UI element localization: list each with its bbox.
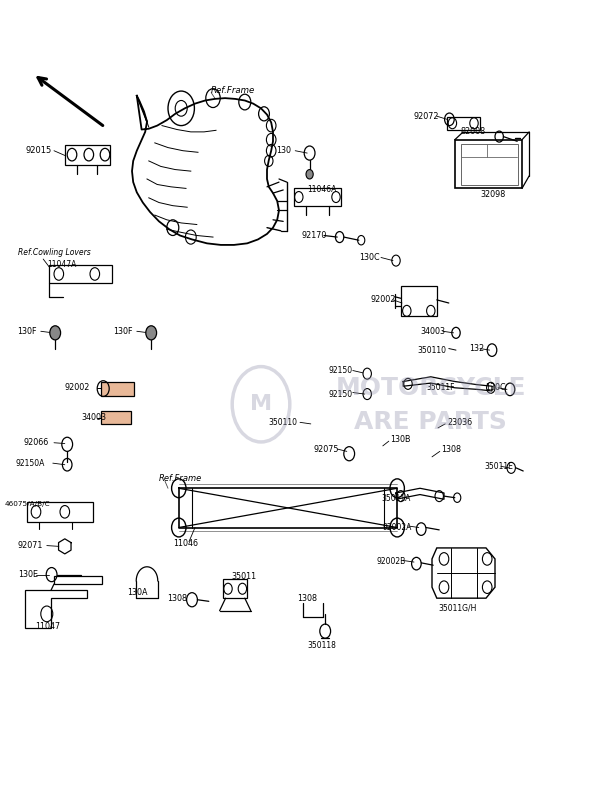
Circle shape [50, 326, 61, 340]
Circle shape [306, 170, 313, 179]
Bar [54, 576, 102, 584]
Text: 32098: 32098 [480, 190, 505, 199]
Text: 1308: 1308 [441, 444, 461, 454]
Text: 92150A: 92150A [15, 458, 44, 468]
Bar [461, 144, 518, 185]
Text: 11046: 11046 [173, 539, 198, 548]
Text: 11046A: 11046A [307, 185, 337, 195]
Text: Ref.Frame: Ref.Frame [211, 86, 256, 95]
Text: 34003: 34003 [81, 413, 106, 422]
Text: 92002: 92002 [371, 295, 396, 305]
Text: 132: 132 [469, 344, 484, 353]
Text: 130C: 130C [359, 253, 379, 262]
Text: 92002: 92002 [65, 383, 90, 392]
Text: 130F: 130F [113, 327, 133, 336]
Text: 350110: 350110 [417, 345, 446, 355]
Text: 23036: 23036 [447, 418, 472, 427]
Bar [447, 117, 480, 130]
Text: Ref.Frame: Ref.Frame [159, 474, 202, 484]
Bar [294, 188, 341, 206]
Text: 92150: 92150 [329, 366, 353, 375]
Bar [101, 382, 134, 396]
Bar [455, 140, 522, 188]
Text: Ref.Cowling Lovers: Ref.Cowling Lovers [18, 248, 91, 257]
Text: 92015: 92015 [25, 146, 52, 155]
Text: 35011E: 35011E [485, 462, 514, 471]
Text: 92002B: 92002B [377, 557, 406, 566]
Text: 92075: 92075 [313, 444, 338, 454]
Text: 130: 130 [276, 146, 291, 155]
Text: 35011G/H: 35011G/H [438, 604, 476, 613]
Text: 130C: 130C [485, 383, 505, 392]
Text: 92072: 92072 [414, 111, 439, 121]
Text: 130F: 130F [17, 327, 36, 336]
Text: 92170: 92170 [301, 231, 326, 240]
Bar [65, 145, 110, 165]
Text: 35011F: 35011F [426, 383, 455, 392]
Text: 350110: 350110 [269, 418, 298, 427]
Text: 92002A: 92002A [383, 523, 412, 532]
Text: 92150: 92150 [329, 389, 353, 399]
Text: 350118: 350118 [307, 641, 336, 650]
Text: M: M [250, 394, 272, 414]
Bar [223, 579, 247, 598]
Bar [49, 265, 112, 283]
Text: 34003: 34003 [420, 327, 445, 336]
Text: MOTORCYCLE: MOTORCYCLE [336, 376, 527, 400]
Text: 35011: 35011 [231, 572, 256, 582]
Text: 92071: 92071 [18, 541, 43, 550]
Text: 82008: 82008 [461, 127, 486, 137]
Text: 130A: 130A [127, 588, 148, 597]
Text: 130E: 130E [18, 570, 38, 579]
Text: 1308: 1308 [297, 593, 317, 603]
Bar [101, 411, 131, 424]
Circle shape [146, 326, 157, 340]
Text: 11047A: 11047A [47, 260, 76, 269]
Text: ARE PARTS: ARE PARTS [354, 410, 507, 433]
Text: 1308: 1308 [167, 593, 187, 603]
Bar [401, 286, 437, 316]
Text: 35011A: 35011A [381, 494, 410, 503]
Text: 92066: 92066 [24, 438, 49, 447]
Text: 130B: 130B [390, 435, 410, 444]
Bar [27, 502, 93, 522]
Text: 46075/A/B/C: 46075/A/B/C [5, 501, 50, 507]
Text: 11047: 11047 [35, 622, 60, 631]
